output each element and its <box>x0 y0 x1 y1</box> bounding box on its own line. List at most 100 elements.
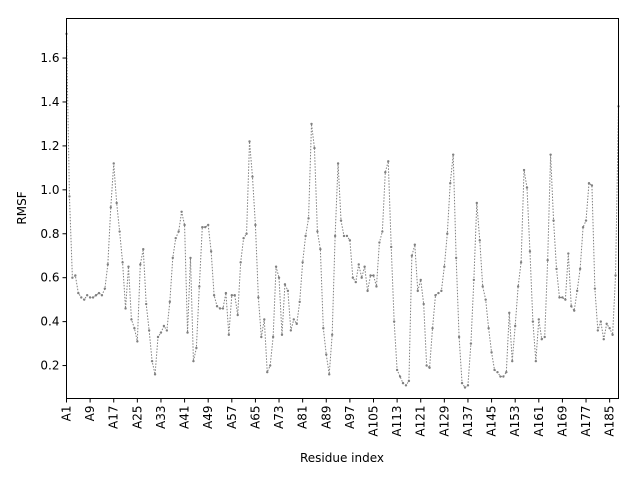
data-point <box>502 375 505 378</box>
data-point <box>156 335 160 339</box>
data-point <box>484 298 487 301</box>
data-point <box>268 364 272 367</box>
data-point <box>478 239 481 242</box>
data-point <box>127 265 130 268</box>
data-point <box>599 320 602 323</box>
data-point <box>118 230 121 233</box>
data-point <box>404 384 408 387</box>
data-point <box>398 375 402 378</box>
data-point <box>475 201 479 205</box>
data-point <box>584 219 588 222</box>
data-point <box>242 236 245 240</box>
x-tick-label: A97 <box>343 406 357 429</box>
data-point <box>330 333 334 336</box>
data-point <box>443 265 446 268</box>
data-point <box>100 294 104 297</box>
data-point <box>534 359 538 363</box>
data-point <box>587 182 591 185</box>
data-point <box>209 250 213 253</box>
data-point <box>94 294 98 297</box>
data-point <box>316 230 319 233</box>
data-point <box>263 318 266 321</box>
data-point <box>351 276 355 279</box>
x-tick-label: A169 <box>555 406 569 437</box>
data-point <box>71 276 74 279</box>
data-point <box>142 247 145 251</box>
y-tick-label: 1.0 <box>40 183 59 197</box>
data-point <box>537 318 540 321</box>
data-point <box>487 327 490 330</box>
data-point <box>304 234 307 238</box>
x-tick-label: A177 <box>579 406 593 437</box>
data-point <box>260 335 263 339</box>
data-point <box>328 373 331 376</box>
data-point <box>88 296 92 299</box>
data-point <box>605 322 608 326</box>
data-point <box>336 162 340 165</box>
data-point <box>378 241 381 244</box>
data-point <box>189 256 192 260</box>
x-tick-label: A89 <box>319 406 333 429</box>
series-line <box>66 33 619 389</box>
data-point <box>230 294 233 297</box>
data-point <box>522 168 526 172</box>
data-point <box>345 234 349 238</box>
x-tick-label: A33 <box>154 406 168 429</box>
data-point <box>224 291 228 295</box>
data-point <box>366 289 369 293</box>
data-point <box>227 333 231 336</box>
x-tick-label: A129 <box>437 406 451 437</box>
data-point <box>392 320 396 323</box>
data-point <box>460 381 464 385</box>
x-tick-label: A25 <box>130 406 144 429</box>
data-point <box>387 160 390 163</box>
data-point <box>277 276 281 279</box>
data-point <box>339 219 343 222</box>
data-point <box>463 386 467 389</box>
data-point <box>570 305 573 308</box>
data-point <box>307 217 310 220</box>
data-point <box>611 333 614 336</box>
data-point <box>333 234 337 238</box>
y-tick-label: 0.2 <box>40 359 59 373</box>
data-point <box>292 318 295 321</box>
data-point <box>511 359 514 363</box>
x-tick-label: A49 <box>201 406 215 429</box>
data-point <box>428 366 431 369</box>
data-point <box>136 340 139 343</box>
x-tick-label: A145 <box>485 406 499 437</box>
data-point <box>531 320 535 323</box>
data-point <box>298 300 301 304</box>
data-point <box>295 322 298 326</box>
data-point <box>257 296 260 299</box>
data-point <box>106 263 110 266</box>
data-point <box>363 265 366 268</box>
data-point <box>481 285 484 288</box>
data-point <box>159 331 163 334</box>
data-point <box>236 313 239 317</box>
data-point <box>549 153 552 156</box>
data-point <box>195 346 198 350</box>
data-point <box>593 287 597 290</box>
data-point <box>490 351 493 354</box>
data-point <box>575 289 579 293</box>
data-point <box>558 296 561 299</box>
data-point <box>422 302 425 306</box>
data-point <box>83 298 86 301</box>
data-point <box>457 335 461 339</box>
data-point <box>115 201 118 205</box>
data-point <box>578 267 582 271</box>
y-tick-label: 1.2 <box>40 139 59 153</box>
data-point <box>218 307 222 310</box>
x-tick-label: A105 <box>366 406 380 437</box>
x-tick-label: A17 <box>107 406 121 429</box>
data-point <box>567 252 570 255</box>
data-point <box>564 298 567 301</box>
data-point <box>440 289 443 293</box>
data-point <box>348 239 352 242</box>
data-point <box>221 307 225 310</box>
data-point <box>313 146 316 150</box>
y-axis: 0.2 0.4 0.6 0.8 1.0 1.2 1.4 1.6 <box>40 51 67 373</box>
data-point <box>77 291 80 295</box>
data-point <box>614 274 617 277</box>
